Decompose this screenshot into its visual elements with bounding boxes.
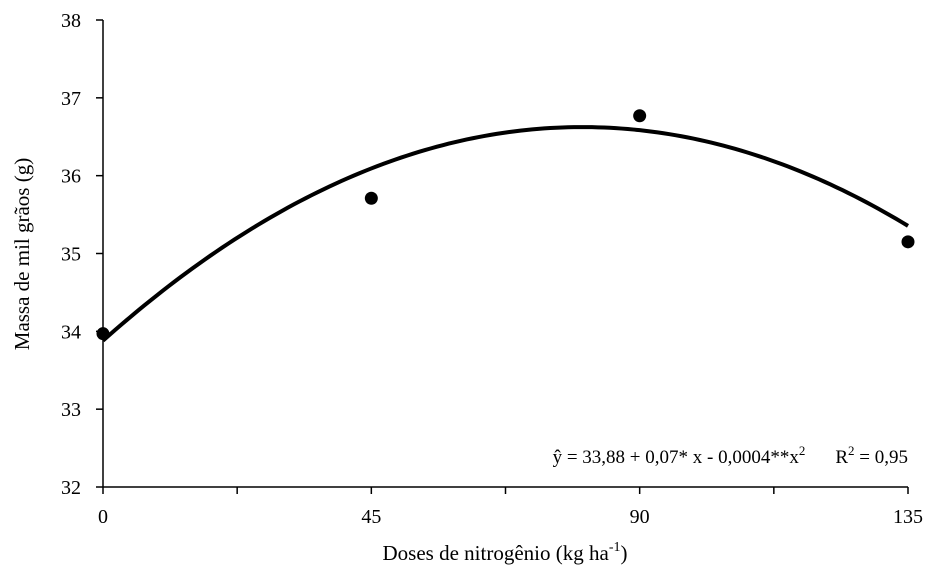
fit-curve: [101, 125, 910, 343]
data-point: [96, 327, 110, 341]
data-point: [633, 109, 647, 123]
x-tick-label: 0: [98, 506, 108, 528]
x-axis-title-text: Doses de nitrogênio (kg ha: [383, 541, 610, 565]
y-tick-label: 36: [61, 166, 81, 188]
data-point: [901, 235, 915, 249]
y-tick-label: 32: [61, 477, 81, 499]
y-axis-title: Massa de mil grãos (g): [10, 158, 34, 350]
x-axis-title-sup: -1: [609, 540, 621, 555]
y-tick-label: 34: [61, 321, 81, 343]
x-axis-title: Doses de nitrogênio (kg ha-1): [383, 540, 628, 565]
y-tick-label: 37: [61, 88, 81, 110]
data-points: [96, 109, 915, 341]
y-tick-label: 38: [61, 10, 81, 32]
equation-part3: = 0,95: [855, 447, 908, 468]
equation-sup2: 2: [848, 443, 855, 458]
data-point: [364, 191, 378, 205]
y-ticks: 32 33 34 35 36 37 38: [61, 10, 103, 499]
y-tick-label: 33: [61, 399, 81, 421]
x-tick-label: 90: [630, 506, 650, 528]
x-ticks: 0 45 90 135: [98, 487, 923, 528]
x-tick-label: 135: [893, 506, 923, 528]
axes: [102, 20, 908, 488]
x-tick-label: 45: [361, 506, 381, 528]
y-tick-label: 35: [61, 244, 81, 266]
regression-equation: ŷ = 33,88 + 0,07* x - 0,0004**x2 R2 = 0,9…: [553, 443, 908, 468]
equation-part1: ŷ = 33,88 + 0,07* x - 0,0004**x: [553, 447, 800, 468]
x-axis-title-end: ): [620, 541, 627, 565]
equation-sup1: 2: [799, 443, 806, 458]
equation-part2: R: [835, 447, 848, 468]
